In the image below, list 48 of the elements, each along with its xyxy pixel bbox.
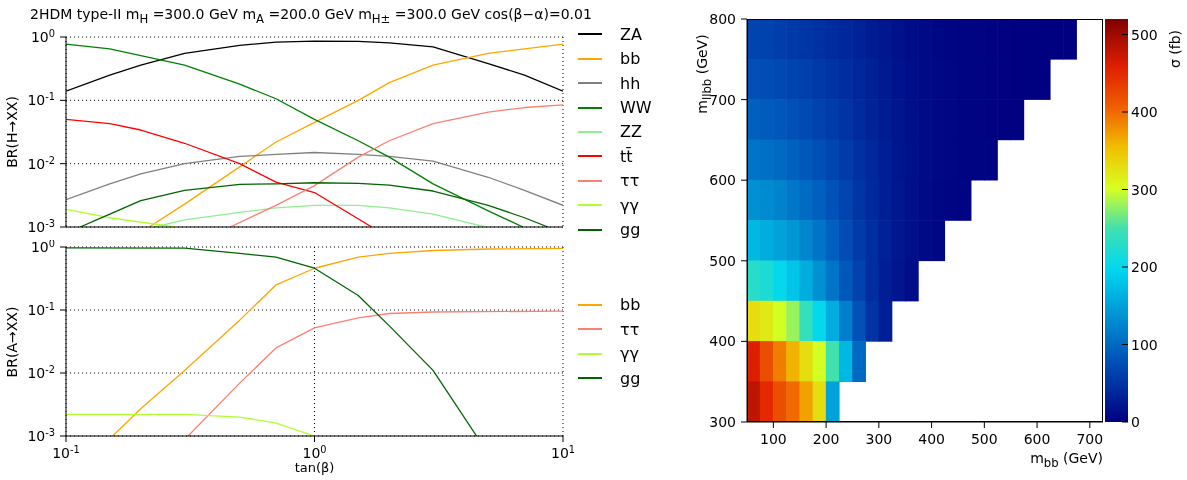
x-tick-label: 100: [760, 431, 787, 447]
x-axis-title: m$_{bb}$ (GeV): [1030, 450, 1103, 470]
legend-label: γγ: [620, 344, 639, 364]
legend-label: ττ: [620, 171, 640, 191]
y-tick-label: 10$^{-2}$: [27, 363, 55, 381]
y-axis-title: BR(H→XX): [4, 96, 20, 168]
color-bar-label: 300: [1131, 181, 1158, 198]
y-tick-label: 800: [709, 11, 736, 27]
x-tick-label: 300: [865, 431, 893, 447]
y-tick-label: 10$^{-1}$: [27, 90, 55, 109]
legend-label: bb: [620, 49, 641, 69]
y-tick-label: 10$^{-3}$: [27, 217, 55, 235]
legend-label: gg: [620, 368, 641, 388]
legend-label: hh: [620, 73, 641, 93]
y-tick-label: 300: [709, 414, 736, 430]
x-axis-title: tan(β): [294, 460, 335, 475]
color-bar-label: 500: [1131, 26, 1158, 43]
color-bar-label: 200: [1131, 259, 1158, 275]
y-tick-label: 10$^{-3}$: [27, 426, 55, 444]
chart-title: 2HDM type-II m$_{H}$ =300.0 GeV m$_{A}$ =200.0 GeV m$_{H±}$ =300.0 GeV cos(β−α)=0.01: [30, 6, 592, 26]
x-tick-label: 500: [970, 431, 998, 447]
y-tick-label: 10$^{-2}$: [27, 154, 55, 172]
legend-label: WW: [620, 98, 652, 118]
legend-label: ZZ: [620, 122, 642, 142]
color-bar-label: 400: [1131, 104, 1158, 120]
y-axis-title: BR(A→XX): [4, 306, 20, 377]
x-tick-label: 400: [918, 431, 945, 447]
color-bar-label: 100: [1131, 336, 1158, 353]
y-tick-label: 10$^{-1}$: [27, 300, 55, 318]
color-bar-label: 0: [1131, 414, 1140, 430]
legend-label: ZA: [620, 24, 642, 44]
x-tick-label: 700: [1076, 431, 1104, 447]
y-tick-label: 600: [709, 172, 736, 189]
text: ττ: [620, 319, 640, 339]
color-bar-title: σ (fb): [1167, 29, 1183, 69]
y-tick-label: 10$^{0}$: [30, 27, 55, 45]
y-tick-label: 400: [709, 333, 736, 350]
legend-label: γγ: [620, 195, 639, 215]
text: bb: [620, 295, 641, 315]
legend-label: gg: [620, 220, 641, 239]
y-tick-label: 10$^{0}$: [30, 237, 55, 255]
x-tick-label: 200: [812, 431, 840, 447]
y-tick-label: 500: [709, 252, 736, 269]
x-tick-label: 10$^{-1}$: [52, 443, 80, 461]
x-tick-label: 600: [1023, 431, 1051, 447]
legend-label: tt̄: [620, 146, 633, 166]
x-tick-label: 10$^{0}$: [302, 443, 327, 461]
x-tick-label: 10$^{1}$: [550, 443, 576, 461]
